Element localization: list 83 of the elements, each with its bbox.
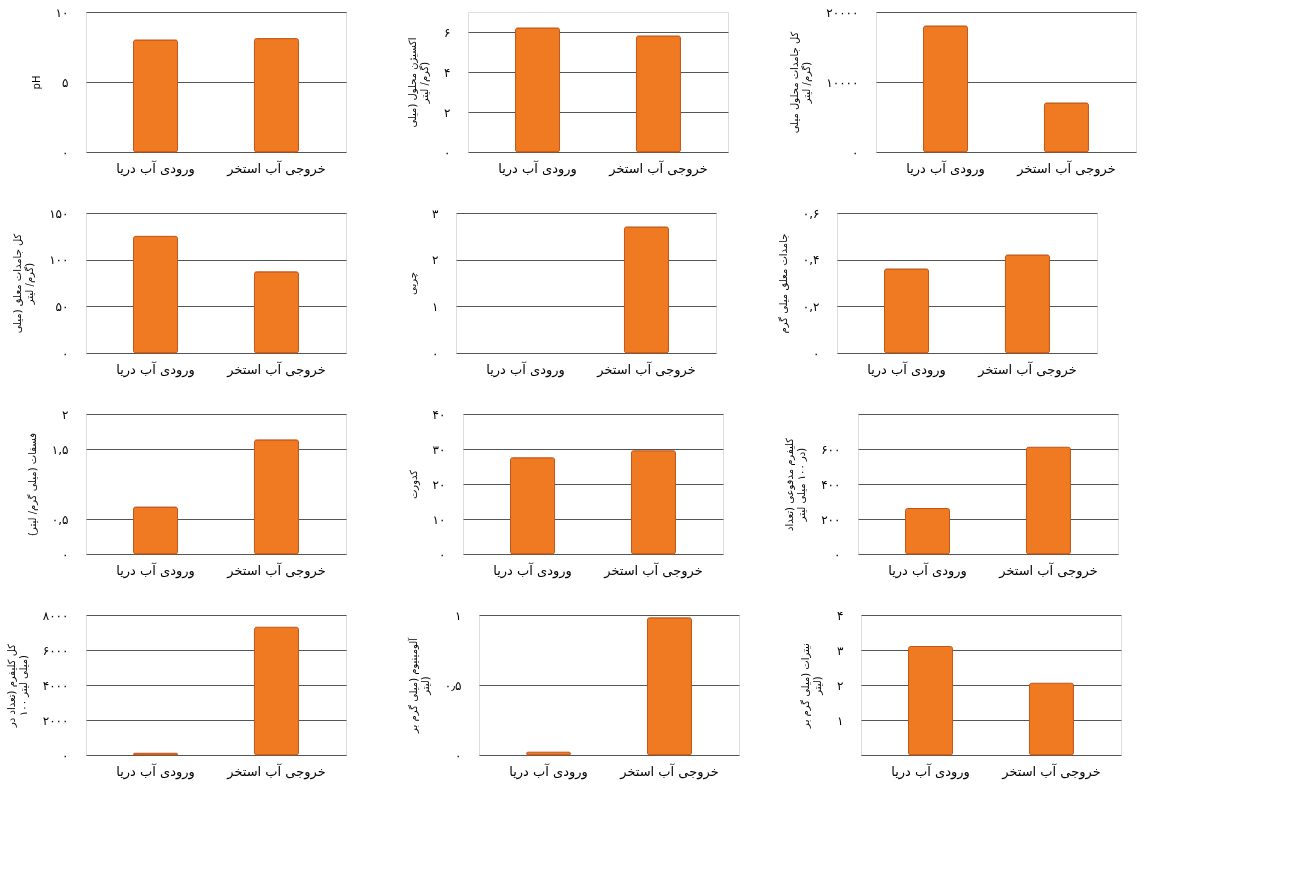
x-tick-label: ورودی آب دریا (906, 159, 985, 177)
y-tick-label: ۲ (62, 407, 69, 422)
y-tick-label: ۲ (444, 105, 451, 120)
y-tick-label: ۴ (837, 608, 844, 623)
y-tick-label: ۱ (837, 713, 844, 728)
y-tick-label: ۶۰۰ (821, 442, 841, 457)
x-tick-label: خروجی آب استخر (596, 360, 696, 378)
x-tick-label: خروجی آب استخر (608, 159, 708, 177)
y-tick-label: ۰ (813, 346, 820, 361)
y-axis-title: کل کلیفرم (تعداد در ۱۰۰ میلی لیتر) (5, 643, 29, 728)
y-tick-label: ۰ (439, 547, 446, 562)
x-tick-label: خروجی آب استخر (998, 561, 1098, 579)
y-tick-label: ۰٫۵ (444, 678, 462, 693)
x-tick-label: ورودی آب دریا (116, 360, 195, 378)
x-tick-label: ورودی آب دریا (498, 159, 577, 177)
y-tick-label: ۱۵۰ (49, 206, 69, 221)
x-tick-label: خروجی آب استخر (226, 762, 326, 780)
y-tick-label: ۲۰ (432, 477, 446, 492)
y-axis-title: چربی (407, 272, 419, 295)
x-tick-label: خروجی آب استخر (1001, 762, 1101, 780)
x-tick-label: خروجی آب استخر (226, 561, 326, 579)
x-tick-label: ورودی آب دریا (493, 561, 572, 579)
y-tick-label: ۲۰۰ (821, 512, 841, 527)
y-tick-label: ۳ (837, 643, 845, 658)
x-tick-label: ورودی آب دریا (867, 360, 946, 378)
y-tick-label: ۴۰ (432, 407, 446, 422)
y-tick-label: ۲۰۰۰ (42, 713, 69, 728)
y-tick-label: ۱۰۰۰۰ (826, 75, 859, 90)
y-axis-title: pH (30, 75, 42, 90)
y-axis-title: کل جامدات معلق (میلی گرم/ لیتر) (12, 233, 36, 334)
y-tick-label: ۱,۵ (51, 442, 69, 457)
y-tick-label: ۰ (62, 346, 69, 361)
y-axis-title: آلومینیوم (میلی گرم بر لیتر) (406, 636, 431, 734)
y-tick-label: ۰,۴ (802, 253, 820, 268)
y-axis-title: نیترات (میلی گرم بر لیتر) (800, 643, 824, 729)
y-tick-label: ۳ (432, 206, 440, 221)
y-axis-title: فسفات (میلی گرم/ لیتر) (26, 432, 38, 537)
x-tick-label: ورودی آب دریا (509, 762, 588, 780)
x-tick-label: خروجی آب استخر (226, 159, 326, 177)
y-tick-label: ۲۰۰۰۰ (826, 5, 859, 20)
y-tick-label: ۰ (62, 547, 69, 562)
x-tick-label: ورودی آب دریا (116, 159, 195, 177)
x-tick-label: خروجی آب استخر (619, 762, 719, 780)
y-tick-label: ۶ (444, 25, 451, 40)
y-tick-label: ۰ (455, 748, 462, 763)
y-tick-label: ۰ (834, 547, 841, 562)
y-tick-label: ۶۰۰۰ (42, 643, 69, 658)
y-tick-label: ۵۰ (55, 299, 69, 314)
y-tick-label: ۰ (444, 145, 451, 160)
y-tick-label: ۰,۲ (802, 299, 820, 314)
y-tick-label: ۴۰۰ (821, 477, 841, 492)
y-tick-label: ۴ (444, 65, 451, 80)
y-axis-title: کل جامدات محلول میلی گرم/ لیتر) (789, 31, 813, 134)
y-tick-label: ۲ (432, 253, 439, 268)
y-tick-label: ۰ (432, 346, 439, 361)
y-tick-label: ۰ (852, 145, 859, 160)
y-axis-title: اکسیژن محلول (میلی گرم/ لیتر) (407, 37, 431, 128)
y-axis-title: کدورت (407, 469, 420, 500)
y-tick-label: ۸۰۰۰ (42, 608, 69, 623)
y-axis-title: کلیفرم مدفوعی (تعداد در ۱۰۰ میلی لیتر) (784, 437, 808, 532)
y-tick-label: ۱ (432, 299, 439, 314)
x-tick-label: خروجی آب استخر (977, 360, 1077, 378)
y-tick-label: ۱ (455, 608, 462, 623)
y-tick-label: ۰,۵ (51, 512, 69, 527)
x-tick-label: خروجی آب استخر (603, 561, 703, 579)
x-tick-label: ورودی آب دریا (486, 360, 565, 378)
y-tick-label: ۱۰ (55, 5, 69, 20)
y-axis-title: جامدات معلق میلی گرم (777, 233, 789, 334)
y-tick-label: ۱۰ (432, 512, 446, 527)
y-tick-label: ۳۰ (432, 442, 446, 457)
x-tick-label: ورودی آب دریا (891, 762, 970, 780)
y-tick-label: ۵ (62, 75, 69, 90)
y-tick-label: ۱۰۰ (49, 253, 69, 268)
x-tick-label: ورودی آب دریا (116, 762, 195, 780)
x-tick-label: ورودی آب دریا (888, 561, 967, 579)
y-tick-label: ۰ (62, 145, 69, 160)
x-tick-label: ورودی آب دریا (116, 561, 195, 579)
x-tick-label: خروجی آب استخر (226, 360, 326, 378)
x-tick-label: خروجی آب استخر (1016, 159, 1116, 177)
y-tick-label: ۰,۶ (802, 206, 820, 221)
y-tick-label: ۲ (837, 678, 844, 693)
y-tick-label: ۴۰۰۰ (42, 678, 69, 693)
y-tick-label: ۰ (62, 748, 69, 763)
